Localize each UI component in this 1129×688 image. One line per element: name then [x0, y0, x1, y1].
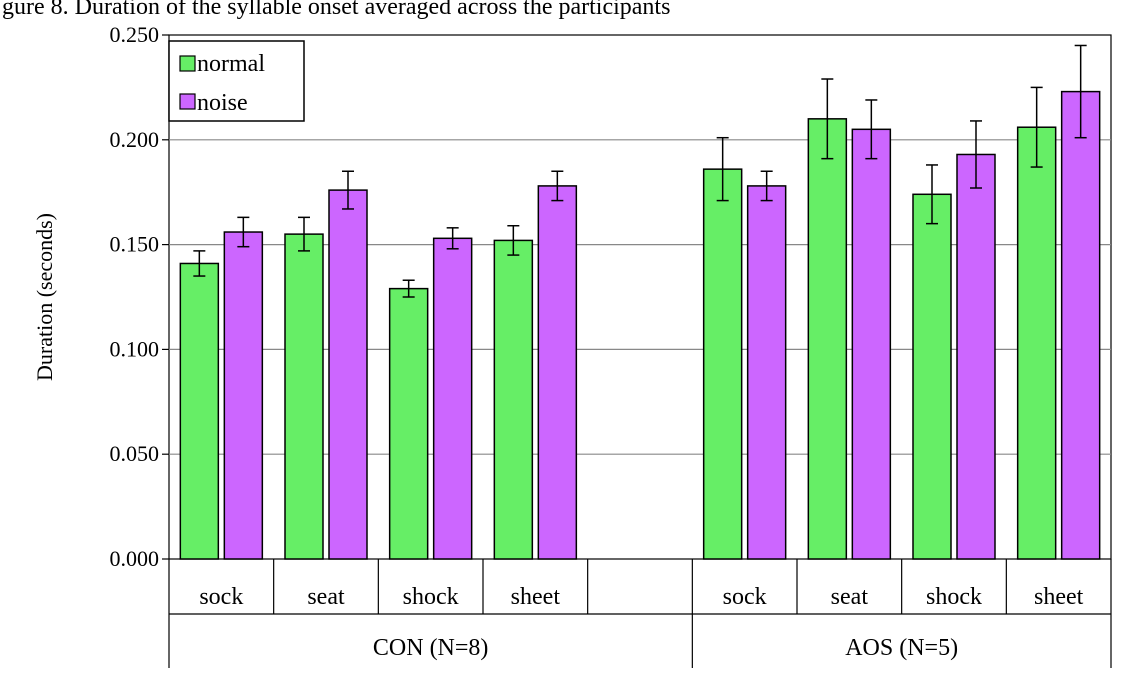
bar-noise: [223, 231, 264, 560]
bar-normal: [179, 262, 220, 560]
category-label: sock: [723, 584, 767, 610]
axes: 0.000 0.050 0.100 0.150 0.200 0.250 sock seat sh…: [110, 22, 1112, 668]
bar-noise: [956, 153, 996, 560]
category-label: seat: [831, 584, 869, 610]
y-tick-label: 0.150: [110, 232, 160, 257]
bar-normal: [284, 233, 324, 560]
y-tick-label: 0.050: [110, 441, 160, 466]
legend-label-noise: noise: [197, 90, 248, 116]
bar-normal: [493, 239, 534, 560]
bar-normal: [912, 193, 952, 560]
legend-label-normal: normal: [197, 51, 265, 77]
group-label: AOS (N=5): [845, 635, 958, 661]
category-label: sock: [199, 584, 243, 610]
bar-normal: [702, 168, 743, 560]
y-tick-label: 0.000: [110, 546, 160, 571]
legend: normal noise: [168, 40, 305, 122]
category-label: seat: [307, 584, 345, 610]
bar-noise: [537, 185, 578, 560]
bar-noise: [746, 185, 787, 560]
y-tick-label: 0.200: [110, 127, 160, 152]
legend-swatch-noise: [179, 93, 196, 110]
bars: [179, 44, 1101, 560]
category-label: shock: [403, 584, 459, 610]
gridlines: [168, 34, 1112, 560]
category-label: sheet: [511, 584, 561, 610]
y-axis-title: Duration (seconds): [32, 213, 57, 381]
category-label: sheet: [1034, 584, 1084, 610]
bar-noise: [1060, 90, 1101, 560]
bar-normal: [388, 287, 429, 560]
bar-noise: [432, 237, 473, 560]
y-tick-label: 0.250: [110, 22, 160, 47]
bar-normal: [807, 118, 848, 560]
bar-noise: [328, 189, 368, 560]
legend-swatch-normal: [179, 55, 196, 72]
category-label: shock: [926, 584, 982, 610]
figure-caption: gure 8. Duration of the syllable onset a…: [2, 0, 670, 20]
group-label: CON (N=8): [373, 635, 489, 661]
plot-frame: [168, 34, 1112, 560]
y-tick-label: 0.100: [110, 336, 160, 361]
bar-normal: [1016, 126, 1057, 560]
bar-noise: [851, 128, 892, 560]
